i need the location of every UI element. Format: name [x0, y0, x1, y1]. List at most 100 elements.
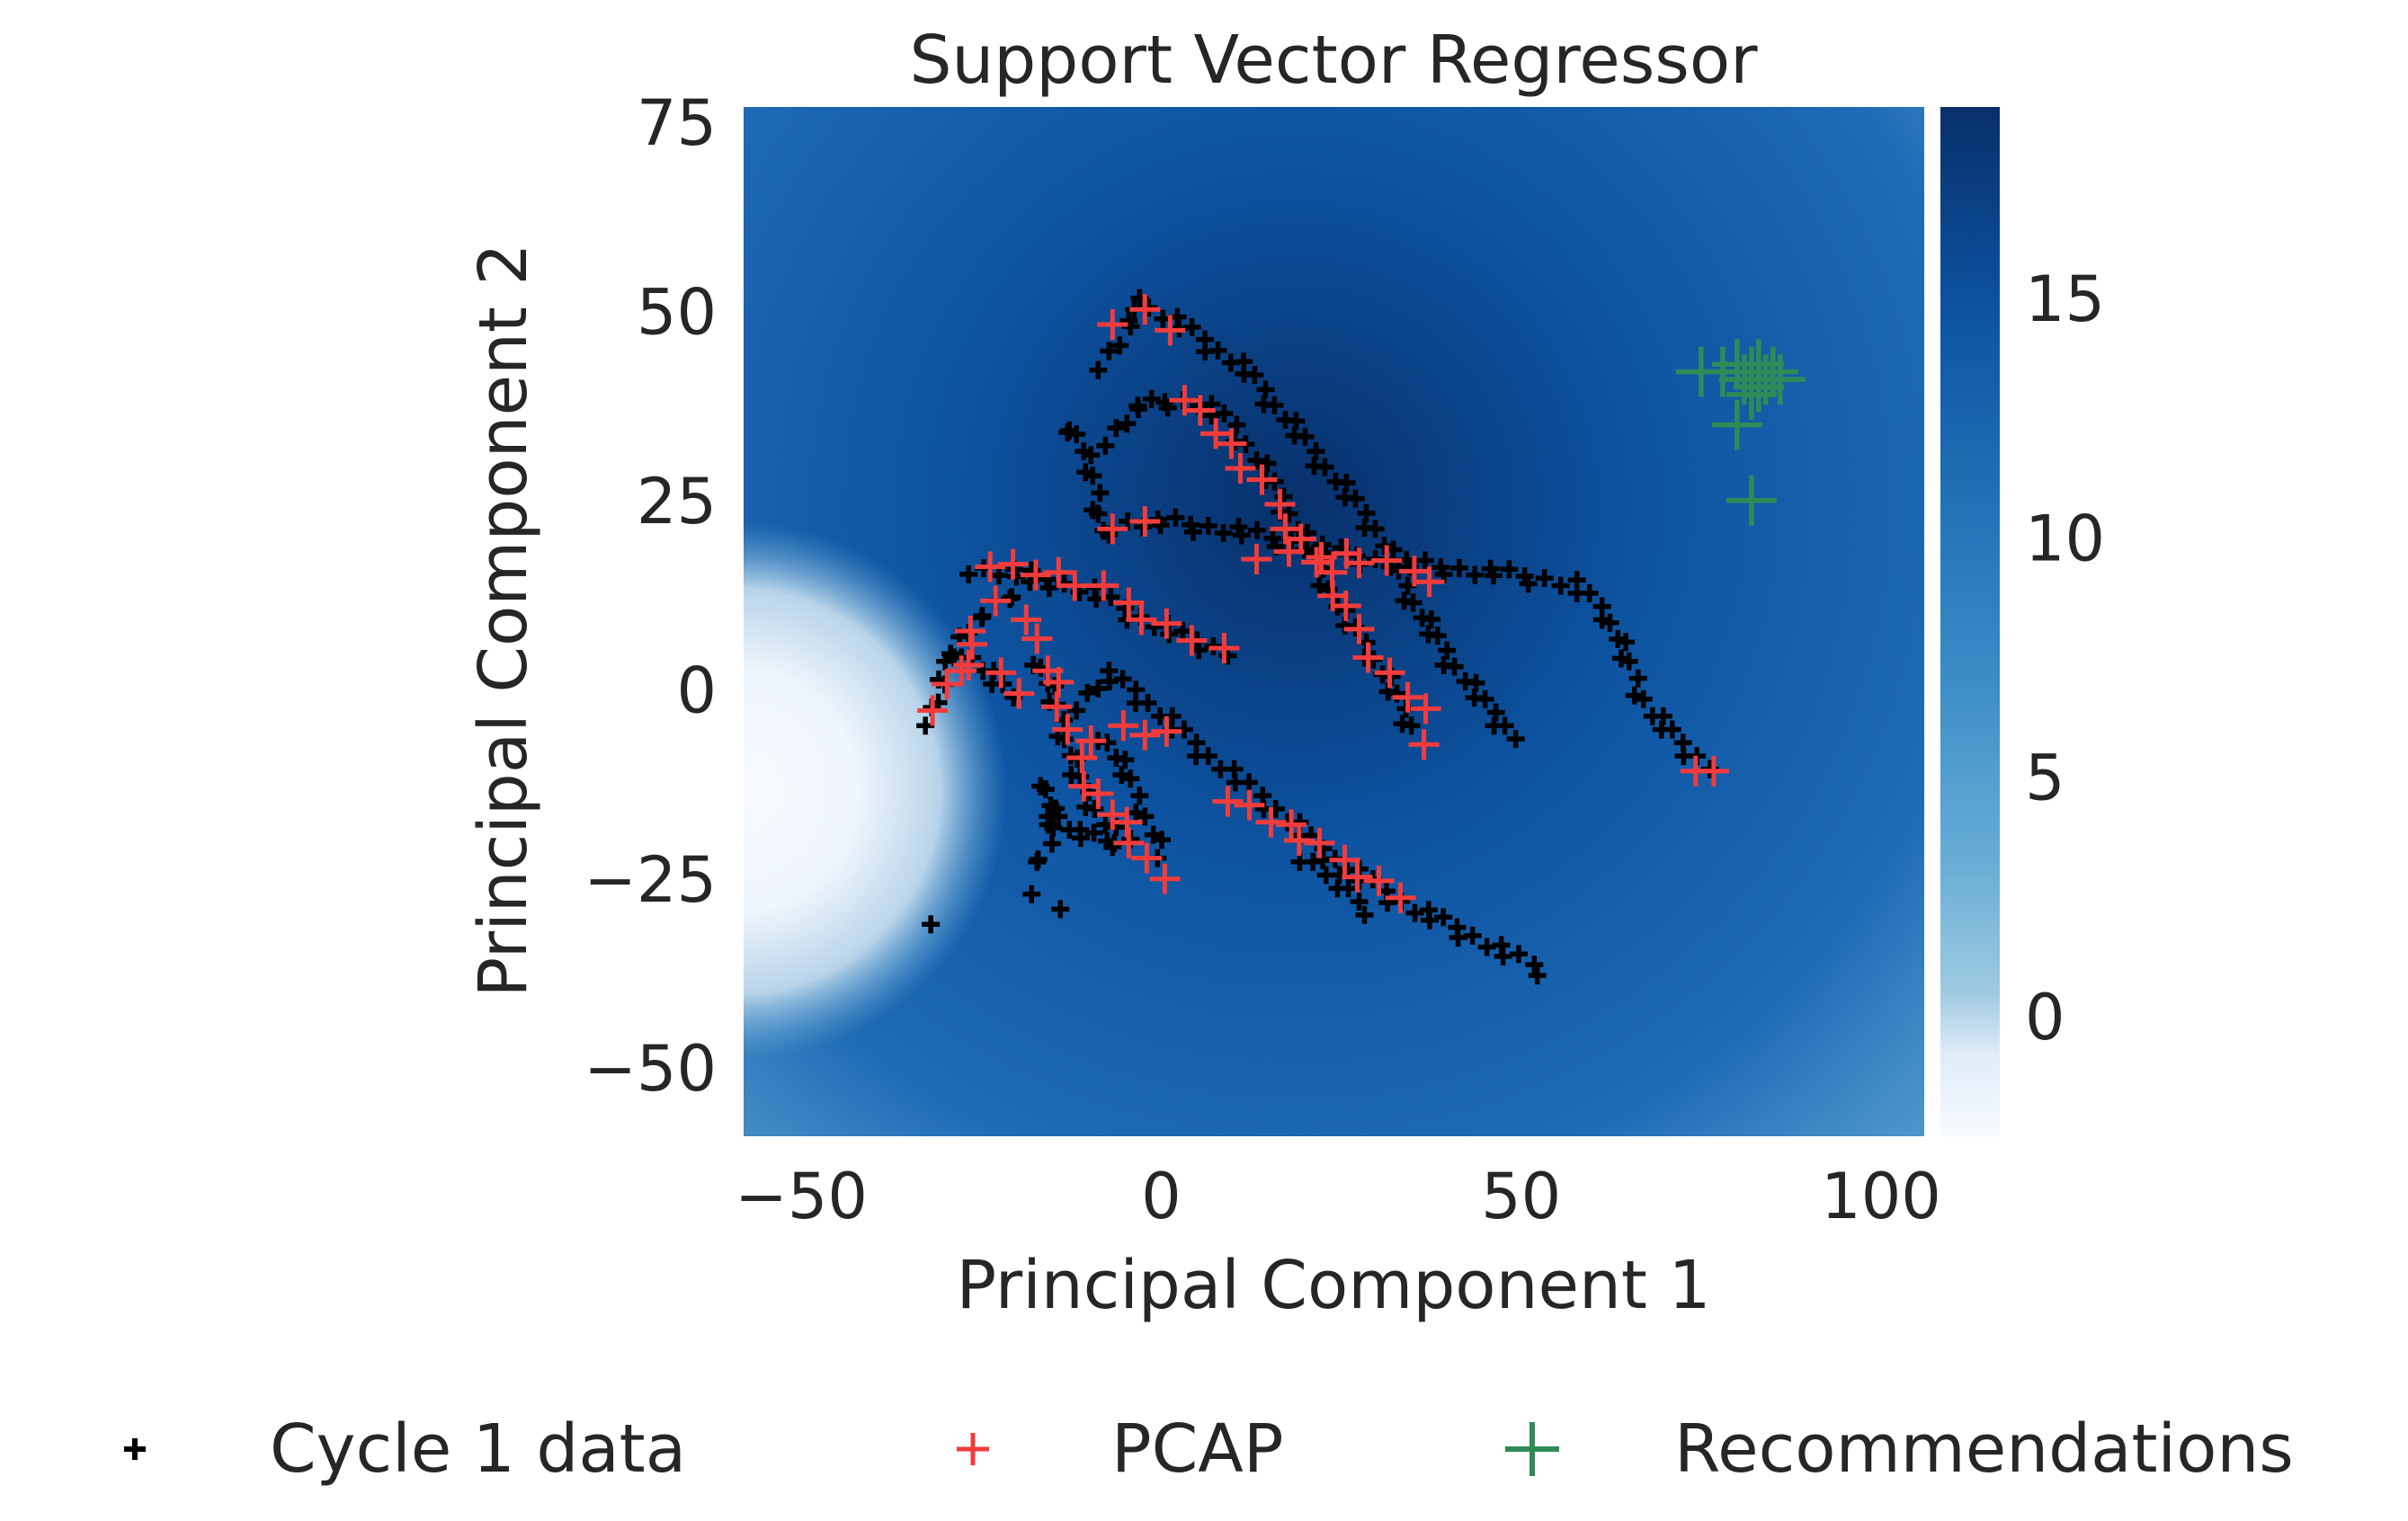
cycle1-point [1103, 837, 1122, 856]
cycle1-point [1138, 694, 1157, 713]
x-axis-label: Principal Component 1 [956, 1247, 1710, 1324]
pcap-point [1408, 729, 1440, 760]
pcap-point [1149, 863, 1181, 894]
pcap-point [1374, 657, 1405, 689]
legend-label-pcap: PCAP [1111, 1410, 1284, 1488]
cycle1-point [1551, 576, 1570, 595]
cycle1-point [1110, 336, 1129, 355]
pcap-point [1011, 604, 1042, 636]
pcap-point [1083, 778, 1114, 810]
cycle1-point [1136, 807, 1155, 826]
cycle1-point [1506, 729, 1525, 748]
x-tick-label: 50 [1481, 1160, 1561, 1233]
pcap-point [1342, 861, 1373, 893]
pcap-point [1075, 725, 1107, 757]
cycle1-point [1535, 569, 1554, 588]
cycle1-point [1420, 911, 1439, 930]
pcap-point [955, 616, 986, 647]
cycle1-point [1404, 593, 1423, 612]
pcap-point [1385, 882, 1416, 913]
cycle1-point [989, 566, 1008, 585]
cycle1-point [1494, 947, 1512, 966]
cycle1-point [1166, 508, 1185, 527]
pcap-point [1208, 632, 1240, 663]
cycle1-point [1366, 520, 1385, 538]
cycle1-point [1226, 431, 1244, 450]
pcap-point [1270, 513, 1301, 545]
pcap-point [975, 551, 1006, 583]
colorbar-scale [1940, 107, 2000, 1136]
cycle1-point [1346, 489, 1365, 508]
pcap-point [1343, 613, 1375, 645]
cycle1-point [1044, 818, 1063, 837]
cycle1-point [1240, 773, 1259, 792]
cycle1-point [1183, 522, 1202, 541]
cycle1-point [1051, 900, 1070, 919]
cycle1-point [1158, 398, 1177, 417]
cycle1-point [1022, 885, 1041, 903]
cycle1-point [1089, 360, 1108, 379]
pcap-point [1414, 566, 1445, 598]
pcap-point [932, 668, 963, 699]
cycle1-point [959, 565, 978, 583]
cycle1-point [1628, 669, 1647, 688]
pcap-point [1021, 623, 1053, 654]
pcap-point [1052, 714, 1084, 745]
pcap-point [1097, 309, 1128, 341]
pcap-point [1216, 428, 1247, 459]
cycle1-point [1049, 807, 1068, 826]
pcap-point [946, 655, 977, 687]
cycle1-point [1036, 779, 1055, 798]
y-axis-label: Principal Component 2 [465, 243, 542, 997]
cycle1-point [1339, 879, 1358, 898]
pcap-point [1306, 541, 1337, 573]
pcap-point [1371, 545, 1403, 576]
scatter-marks [916, 289, 1806, 985]
cycle1-point [1634, 689, 1653, 708]
legend-marker-pcap [957, 1433, 989, 1465]
cycle1-point [1296, 427, 1315, 446]
cycle1-point [1067, 701, 1086, 720]
colorbar: 0 5 10 15 [1940, 107, 2105, 1136]
cycle1-point [1528, 966, 1547, 985]
pcap-point [1234, 789, 1265, 821]
pcap-point [1352, 642, 1384, 673]
pcap-point [1363, 865, 1395, 896]
cycle1-point [1495, 716, 1514, 735]
cycle1-point [1601, 613, 1619, 632]
pcap-point [1176, 625, 1208, 656]
colorbar-tick-label: 10 [2025, 502, 2105, 575]
cycle1-point [1619, 652, 1638, 671]
pcap-point [980, 585, 1012, 617]
cycle1-point [973, 607, 992, 626]
colorbar-ticks: 0 5 10 15 [2025, 262, 2105, 1054]
cycle1-point [1422, 609, 1440, 628]
pcap-point [1097, 799, 1128, 831]
cycle1-point [1199, 516, 1217, 535]
cycle1-point [1039, 579, 1058, 598]
pcap-point [1225, 453, 1256, 485]
pcap-point [1169, 385, 1200, 416]
pcap-point [953, 649, 985, 680]
pcap-point [1301, 547, 1333, 578]
y-tick-label: 75 [637, 86, 717, 160]
cycle1-point [1445, 657, 1464, 676]
pcap-point [1200, 418, 1232, 449]
pcap-point [1041, 691, 1073, 723]
pcap-point [1151, 716, 1182, 747]
pcap-point [1129, 505, 1161, 537]
cycle1-point [1617, 633, 1636, 652]
cycle1-point [1315, 458, 1334, 476]
cycle1-point [1375, 537, 1394, 556]
cycle1-point [1182, 318, 1201, 337]
pcap-point [1241, 544, 1272, 575]
pcap-point [1392, 681, 1423, 713]
cycle1-point [1058, 423, 1077, 442]
cycle1-point [922, 915, 941, 934]
pcap-point [1283, 824, 1315, 856]
cycle1-point [1245, 366, 1264, 385]
recommendation-point [1726, 369, 1777, 420]
colorbar-tick-label: 5 [2025, 742, 2065, 815]
y-axis-ticks: −50 −25 0 25 50 75 [584, 86, 717, 1106]
cycle1-point [1082, 446, 1101, 465]
